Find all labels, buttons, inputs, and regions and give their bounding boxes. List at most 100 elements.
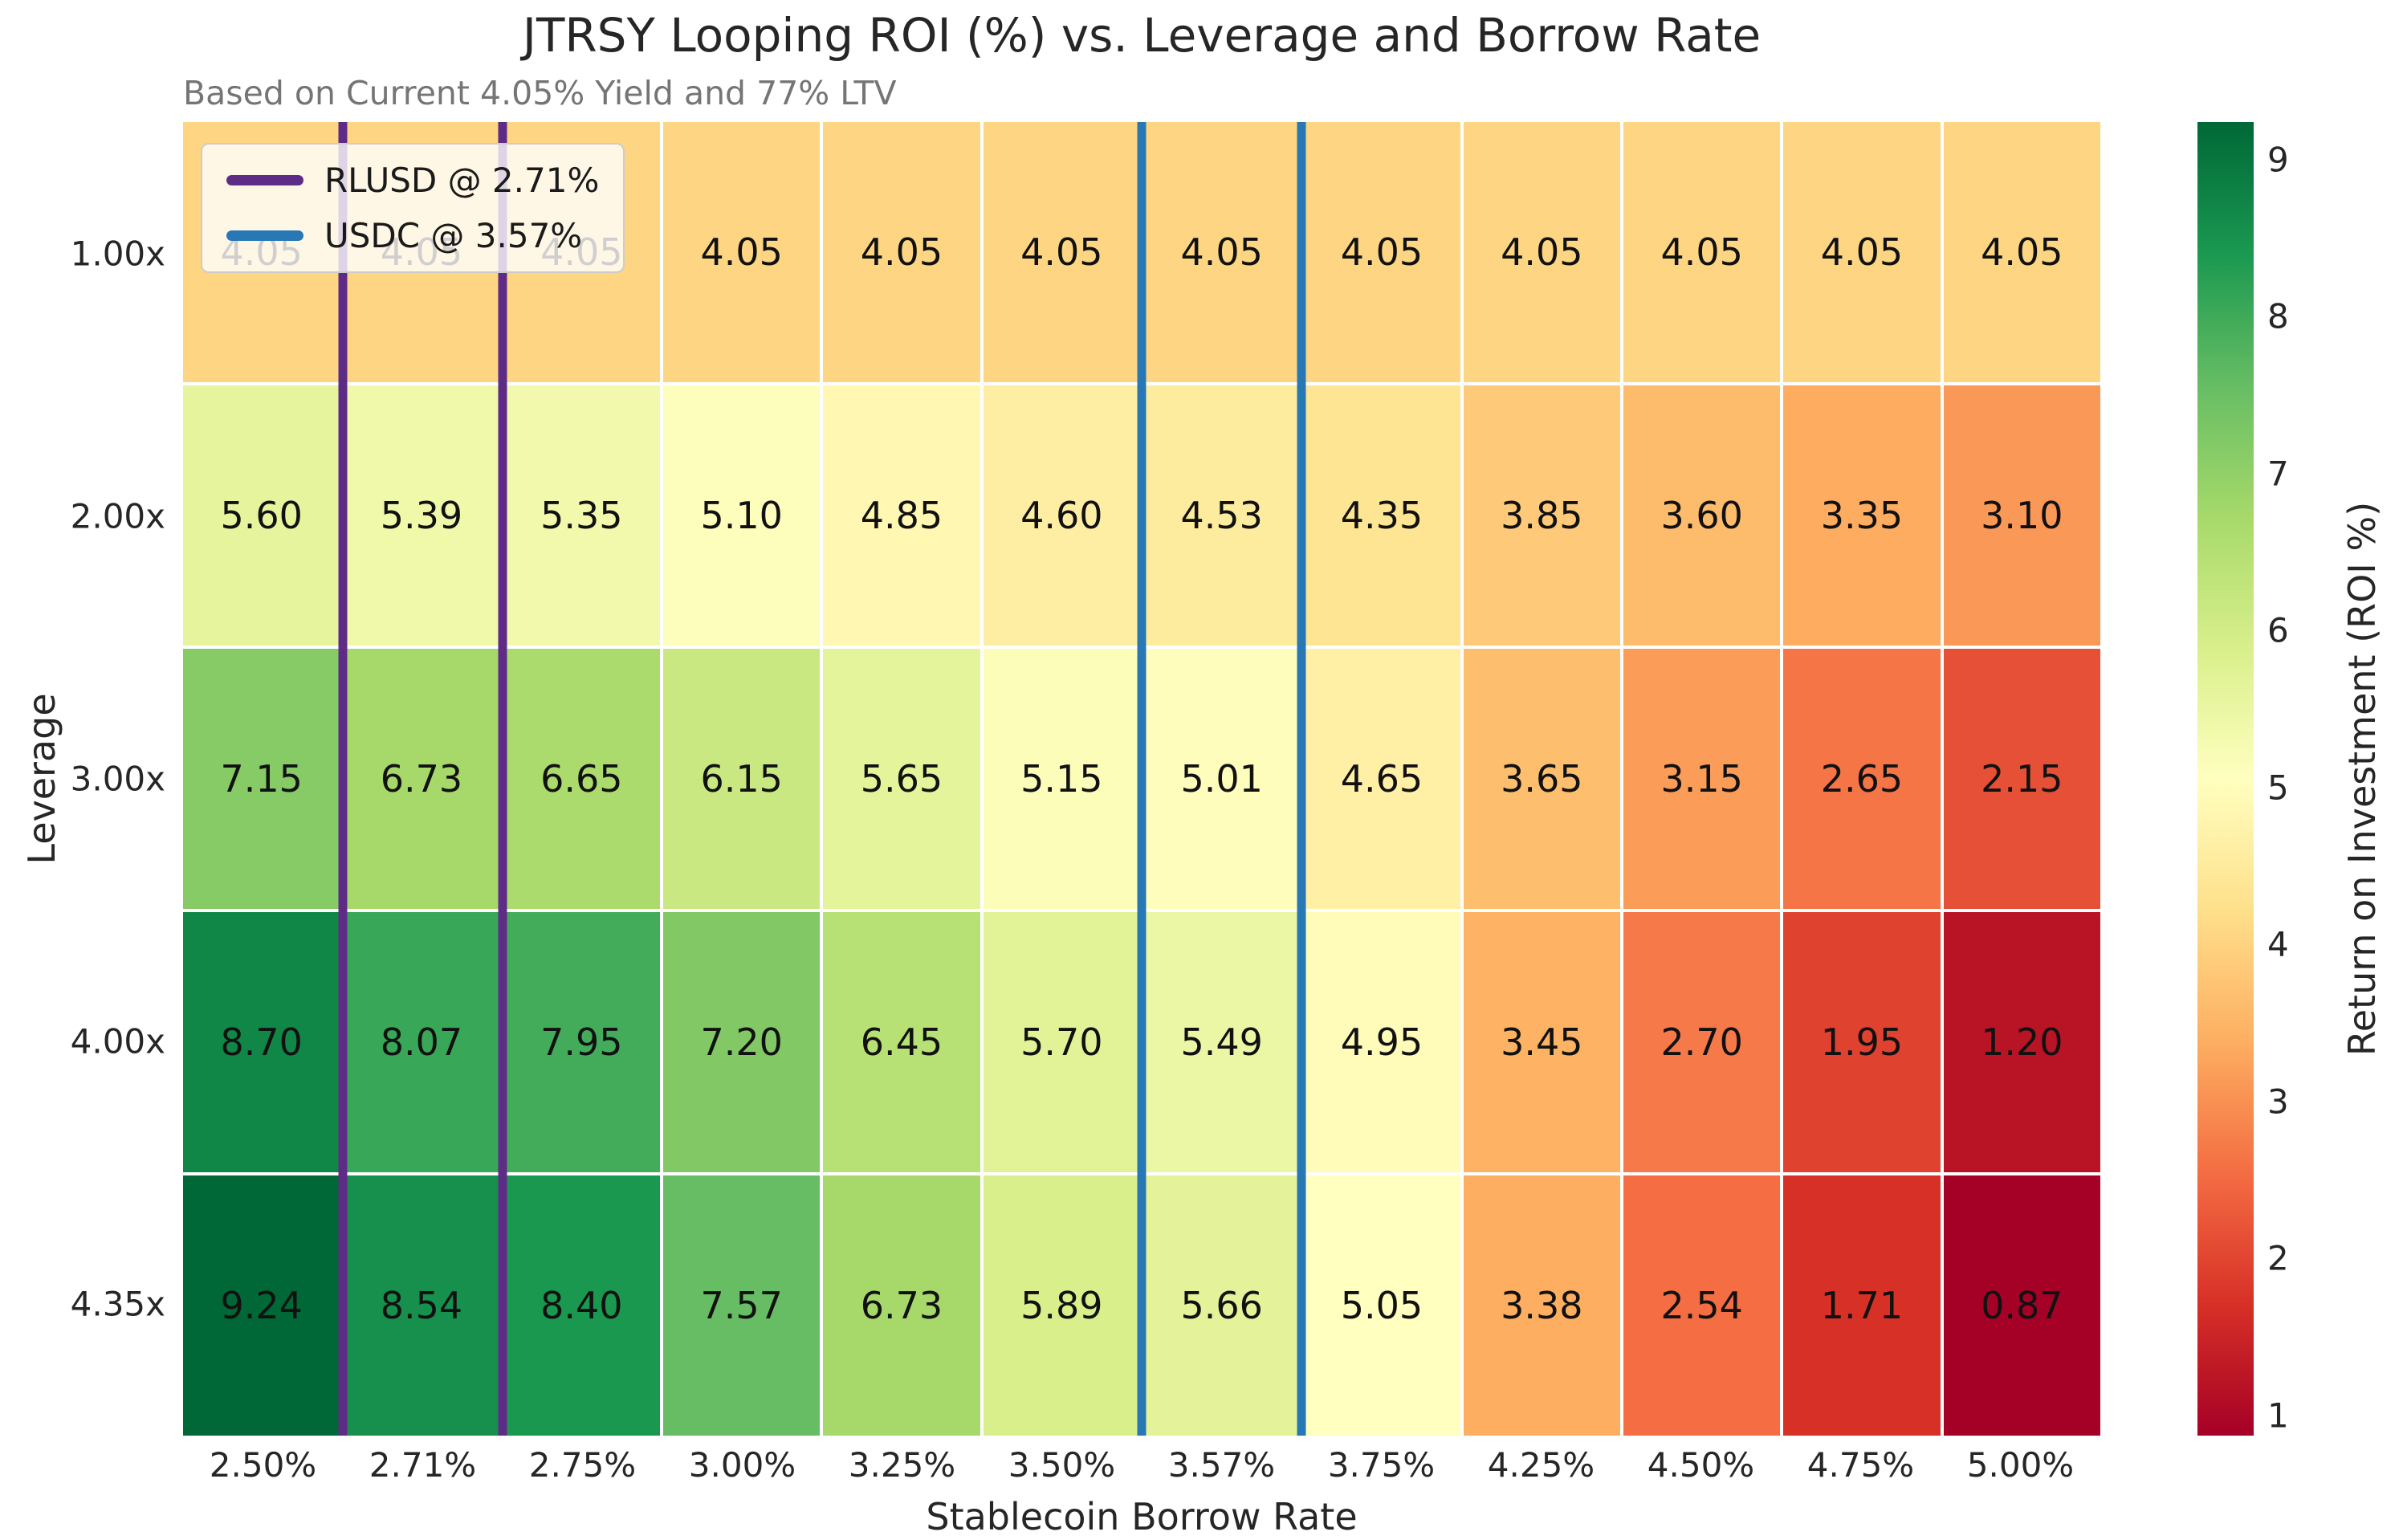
heatmap-cell: 3.15 [1623,649,1781,909]
cell-value: 7.20 [700,1021,783,1064]
cell-value: 5.10 [700,494,783,537]
reference-line [338,122,348,1436]
heatmap-cell: 5.05 [1303,1175,1460,1436]
reference-line [1137,122,1147,1436]
cell-value: 3.45 [1501,1021,1583,1064]
cell-value: 3.10 [1981,494,2063,537]
cell-value: 5.35 [540,494,623,537]
heatmap-cell: 2.54 [1623,1175,1781,1436]
x-tick-label: 4.75% [1806,1445,1915,1485]
cell-value: 4.85 [860,494,943,537]
colorbar-ticks: 1 2 3 4 5 6 7 8 9 [2267,122,2324,1436]
heatmap-cell: 5.10 [662,385,821,646]
legend-line-swatch [226,230,303,241]
cell-value: 5.49 [1180,1021,1263,1064]
cell-value: 1.20 [1981,1021,2063,1064]
cell-value: 7.95 [540,1021,623,1064]
cell-value: 4.05 [1660,230,1743,274]
heatmap-cell: 0.87 [1943,1175,2100,1436]
chart-title: JTRSY Looping ROI (%) vs. Leverage and B… [522,8,1762,63]
heatmap-cell: 4.95 [1303,912,1460,1172]
heatmap-cell: 1.95 [1783,912,1941,1172]
legend: RLUSD @ 2.71% USDC @ 3.57% [201,143,625,273]
cell-value: 3.15 [1660,757,1743,801]
heatmap-cell: 1.71 [1783,1175,1941,1436]
heatmap-cell: 6.73 [823,1175,980,1436]
cell-value: 7.15 [220,757,303,801]
colorbar-tick-label: 7 [2267,454,2289,494]
cell-value: 8.40 [540,1284,623,1327]
reference-line [498,122,507,1436]
heatmap-cell: 5.39 [343,385,500,646]
y-tick-label: 2.00x [70,496,165,536]
cell-value: 5.60 [220,494,303,537]
cell-value: 3.38 [1501,1284,1583,1327]
cell-value: 6.73 [380,757,463,801]
heatmap-cell: 5.01 [1142,649,1301,909]
heatmap-cell: 4.35 [1303,385,1460,646]
heatmap-cell: 8.54 [343,1175,500,1436]
cell-value: 5.70 [1020,1021,1103,1064]
heatmap-cell: 8.70 [183,912,340,1172]
heatmap-cell: 4.60 [983,385,1140,646]
cell-value: 5.66 [1180,1284,1263,1327]
heatmap-cell: 4.05 [1783,122,1941,382]
legend-entry: USDC @ 3.57% [226,216,599,255]
heatmap-cell: 5.89 [983,1175,1140,1436]
legend-line-swatch [226,175,303,185]
cell-value: 9.24 [220,1284,303,1327]
x-tick-label: 3.50% [1008,1445,1116,1485]
heatmap-cell: 6.65 [503,649,660,909]
cell-value: 3.65 [1501,757,1583,801]
heatmap-cell: 4.05 [1943,122,2100,382]
colorbar-tick-label: 1 [2267,1395,2289,1436]
heatmap-cell: 5.70 [983,912,1140,1172]
colorbar-label: Return on Investment (ROI %) [2340,501,2384,1057]
cell-value: 4.65 [1340,757,1423,801]
cell-value: 8.54 [380,1284,463,1327]
heatmap-cell: 7.57 [662,1175,821,1436]
cell-value: 5.89 [1020,1284,1103,1327]
heatmap-cell: 4.05 [1142,122,1301,382]
heatmap-cell: 3.38 [1463,1175,1620,1436]
cell-value: 3.60 [1660,494,1743,537]
heatmap-cell: 2.70 [1623,912,1781,1172]
cell-value: 8.70 [220,1021,303,1064]
cell-value: 2.15 [1981,757,2063,801]
x-tick-label: 2.75% [528,1445,637,1485]
cell-value: 4.60 [1020,494,1103,537]
colorbar-gradient [2197,122,2254,1436]
cell-value: 7.57 [700,1284,783,1327]
x-axis-label: Stablecoin Borrow Rate [926,1495,1358,1538]
x-tick-label: 3.75% [1327,1445,1436,1485]
cell-value: 4.53 [1180,494,1263,537]
heatmap-cell: 4.85 [823,385,980,646]
y-tick-label: 4.00x [70,1021,165,1061]
legend-entry: RLUSD @ 2.71% [226,161,599,200]
x-tick-label: 2.71% [369,1445,477,1485]
heatmap-cell: 6.73 [343,649,500,909]
heatmap-cell: 8.07 [343,912,500,1172]
heatmap-cell: 3.35 [1783,385,1941,646]
heatmap-cell: 5.35 [503,385,660,646]
legend-label: USDC @ 3.57% [324,216,583,255]
cell-value: 8.07 [380,1021,463,1064]
y-axis-ticks: 1.00x 2.00x 3.00x 4.00x 4.35x [0,122,165,1436]
cell-value: 6.65 [540,757,623,801]
cell-value: 4.05 [1981,230,2063,274]
cell-value: 4.05 [1501,230,1583,274]
colorbar-tick-label: 8 [2267,296,2289,336]
cell-value: 6.45 [860,1021,943,1064]
heatmap-cell: 4.05 [823,122,980,382]
x-tick-label: 3.57% [1167,1445,1276,1485]
heatmap-cell: 3.65 [1463,649,1620,909]
legend-label: RLUSD @ 2.71% [324,161,600,200]
heatmap-cell: 5.15 [983,649,1140,909]
heatmap-cell: 4.05 [1623,122,1781,382]
x-tick-label: 5.00% [1966,1445,2075,1485]
colorbar-tick-label: 3 [2267,1082,2289,1122]
cell-value: 4.95 [1340,1021,1423,1064]
cell-value: 4.05 [860,230,943,274]
x-axis-ticks: 2.50% 2.71% 2.75% 3.00% 3.25% 3.50% 3.57% 3.75%… [183,1445,2100,1489]
